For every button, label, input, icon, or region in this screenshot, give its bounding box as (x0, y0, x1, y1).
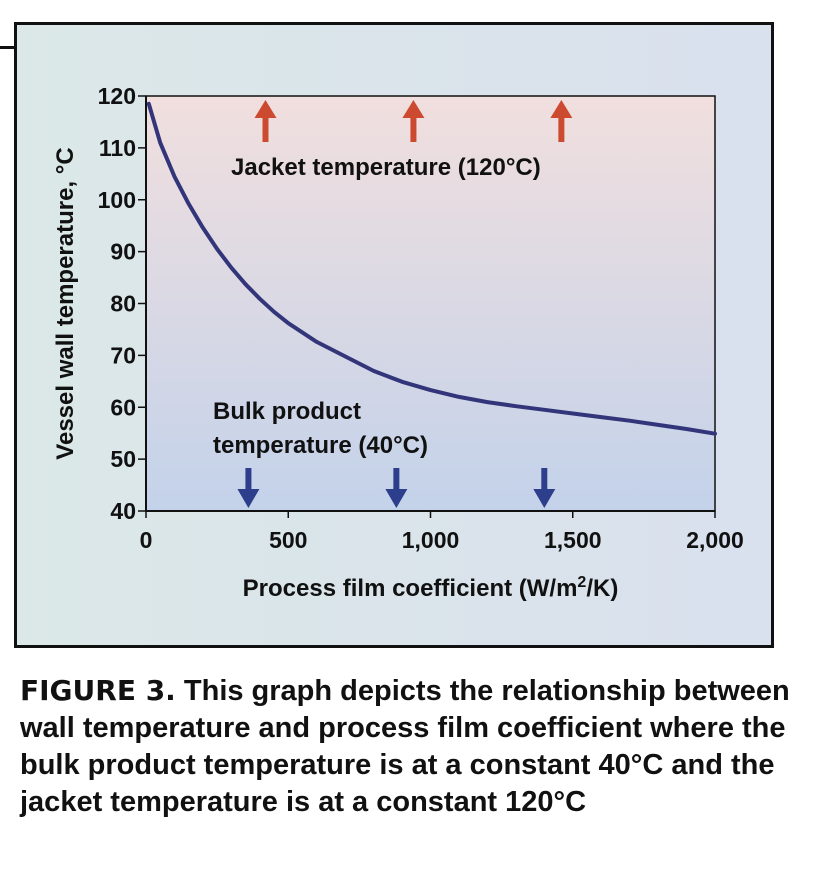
bulk-down-arrow (533, 468, 556, 508)
jacket-temperature-label: Jacket temperature (120°C) (231, 154, 541, 181)
up-arrow-shaft (558, 114, 565, 142)
y-tick-label: 90 (110, 239, 136, 265)
x-tick-label: 2,000 (686, 527, 744, 553)
caption-label: FIGURE 3. (20, 674, 176, 707)
bulk-temperature-label-line1: Bulk product (213, 398, 361, 425)
line-chart: 40 50 60 70 80 90 100 110 120 0 500 1,000 1,500 2,000… (17, 25, 771, 645)
y-tick-label: 60 (110, 394, 136, 420)
down-arrow-shaft (541, 468, 548, 494)
up-arrow-head (550, 100, 573, 118)
bulk-temperature-label-line2: temperature (40°C) (213, 432, 428, 459)
figure-caption: FIGURE 3. This graph depicts the relatio… (20, 672, 800, 821)
up-arrow-head (254, 100, 277, 118)
jacket-heat-up-arrow (550, 100, 573, 142)
figure-frame: 40 50 60 70 80 90 100 110 120 0 500 1,000 1,500 2,000… (14, 22, 774, 648)
y-tick-label: 40 (110, 498, 136, 524)
wall-temperature-curve (146, 101, 717, 436)
jacket-heat-up-arrow (402, 100, 425, 142)
down-arrow-head (237, 489, 260, 508)
jacket-heat-up-arrow (254, 100, 277, 142)
y-tick-label: 100 (98, 187, 136, 213)
y-tick-label: 120 (98, 83, 136, 109)
up-arrow-shaft (410, 114, 417, 142)
x-tick-label: 0 (140, 527, 153, 553)
bulk-down-arrow (237, 468, 260, 508)
x-tick-label: 500 (269, 527, 307, 553)
x-axis-title: Process film coefficient (W/m2/K) (243, 574, 619, 602)
caption-text: This graph depicts the relationship betw… (20, 675, 790, 818)
y-tick-label: 70 (110, 342, 136, 368)
y-tick-label: 80 (110, 291, 136, 317)
down-arrow-head (385, 489, 408, 508)
y-tick-label: 50 (110, 446, 136, 472)
x-tick-label: 1,000 (402, 527, 460, 553)
x-tick-label: 1,500 (544, 527, 602, 553)
figure-top-rule (0, 46, 16, 49)
up-arrow-head (402, 100, 425, 118)
y-axis-title: Vessel wall temperature, °C (52, 147, 79, 459)
plot-area-background (146, 96, 715, 511)
down-arrow-head (533, 489, 556, 508)
down-arrow-shaft (393, 468, 400, 494)
y-tick-label: 110 (99, 135, 136, 161)
up-arrow-shaft (262, 114, 269, 142)
down-arrow-shaft (245, 468, 252, 494)
bulk-down-arrow (385, 468, 408, 508)
